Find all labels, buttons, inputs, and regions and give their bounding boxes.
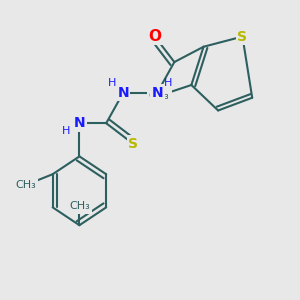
Text: O: O (148, 29, 161, 44)
Text: CH₃: CH₃ (16, 180, 36, 190)
Text: H: H (108, 78, 117, 88)
Text: N: N (74, 116, 85, 130)
Text: S: S (128, 136, 138, 151)
Text: N: N (152, 85, 163, 100)
Text: CH₃: CH₃ (149, 91, 170, 101)
Text: H: H (164, 78, 172, 88)
Text: S: S (238, 30, 248, 44)
Text: N: N (117, 85, 129, 100)
Text: H: H (62, 126, 70, 136)
Text: CH₃: CH₃ (69, 202, 90, 212)
